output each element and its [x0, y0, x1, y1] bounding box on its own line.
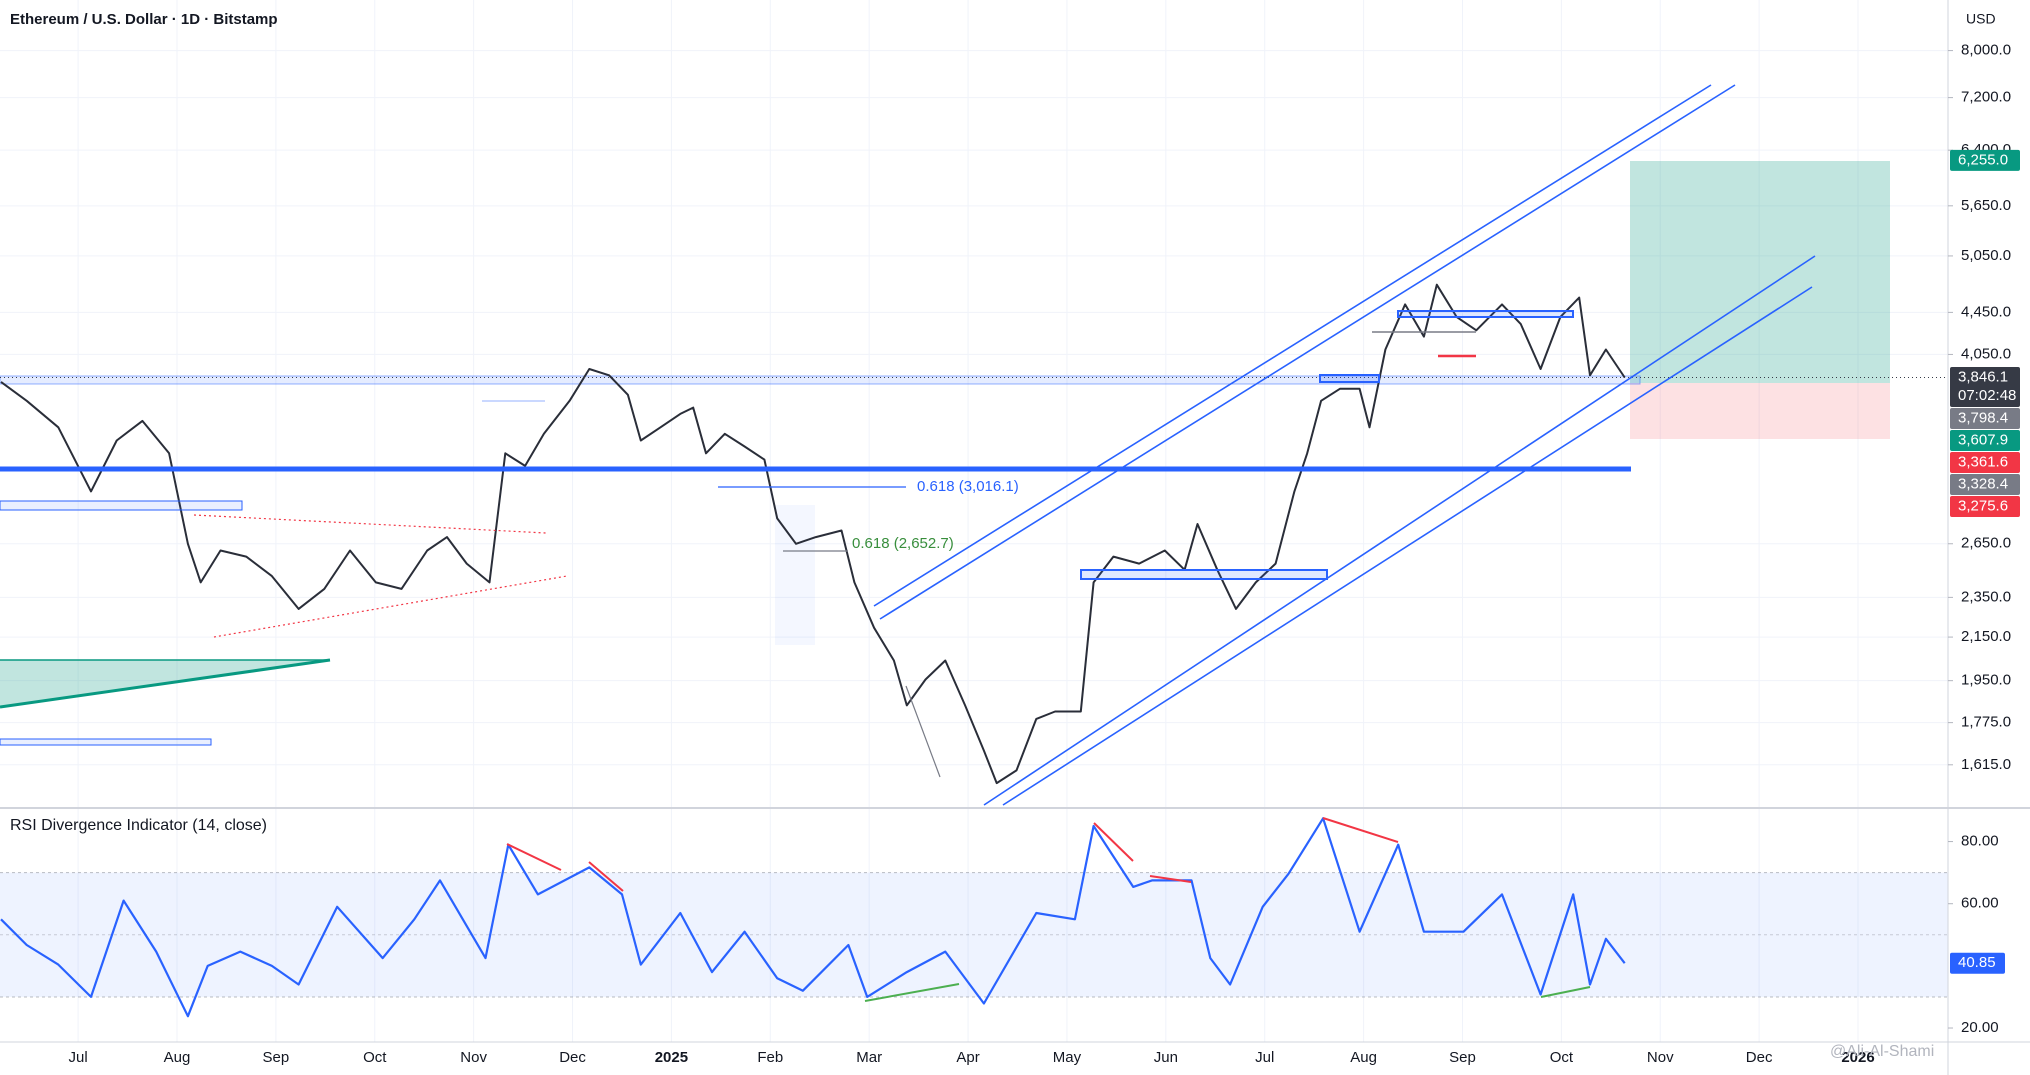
y-tick-label: 2,650.0 — [1961, 535, 2011, 552]
grid — [0, 0, 1948, 1042]
rsi-title: RSI Divergence Indicator (14, close) — [10, 817, 267, 834]
y-tick-label: 8,000.0 — [1961, 42, 2011, 59]
y-tick-label: 4,050.0 — [1961, 345, 2011, 362]
price-label: 3,607.9 — [1958, 431, 2008, 448]
price-label: 3,328.4 — [1958, 475, 2008, 492]
price-label-box — [1950, 451, 2020, 473]
x-tick-label: Sep — [263, 1049, 290, 1066]
x-tick-label: Aug — [1350, 1049, 1377, 1066]
y-tick-label: 7,200.0 — [1961, 89, 2011, 106]
resistance-zone — [0, 375, 1641, 385]
x-tick-label: Dec — [1746, 1049, 1773, 1066]
divergence-line — [1540, 986, 1591, 998]
y-tick-label: 2,150.0 — [1961, 628, 2011, 645]
y-tick-label: 4,450.0 — [1961, 303, 2011, 320]
divergence-line — [506, 843, 562, 871]
rsi-line — [0, 817, 1626, 1018]
target-zone — [1630, 161, 1890, 383]
rsi-value-label: 40.85 — [1958, 954, 1996, 971]
rsi-band-layer — [0, 872, 1948, 998]
x-tick-label: Sep — [1449, 1049, 1476, 1066]
channel-line — [879, 84, 1736, 620]
price-label-box — [1950, 407, 2020, 429]
x-tick-label: Aug — [164, 1049, 191, 1066]
channel-line — [1002, 286, 1813, 806]
y-tick-label: 20.00 — [1961, 1019, 1999, 1036]
y-tick-label: 1,615.0 — [1961, 756, 2011, 773]
x-tick-label: Mar — [856, 1049, 882, 1066]
price-line — [0, 283, 1626, 785]
divergence-line — [1322, 817, 1399, 843]
x-tick-label: 2026 — [1841, 1049, 1874, 1066]
zone-box — [1080, 569, 1328, 580]
watermark: @Ali-Al-Shami — [1830, 1043, 1934, 1060]
series-layer — [0, 283, 1948, 1018]
zone-box — [1319, 374, 1380, 383]
price-label: 6,255.0 — [1958, 151, 2008, 168]
x-tick-label: Nov — [460, 1049, 487, 1066]
fib-label: 0.618 (2,652.7) — [852, 535, 954, 552]
x-tick-label: Jun — [1154, 1049, 1178, 1066]
y-tick-label: 1,950.0 — [1961, 672, 2011, 689]
x-tick-label: Jul — [69, 1049, 88, 1066]
channel-line — [983, 255, 1816, 806]
x-tick-label: Dec — [559, 1049, 586, 1066]
rsi-band — [0, 872, 1948, 997]
price-label: 3,275.6 — [1958, 497, 2008, 514]
price-label-box — [1950, 429, 2020, 451]
divergence-line — [588, 861, 624, 892]
x-tick-label: Oct — [1550, 1049, 1574, 1066]
divergence-line — [864, 983, 960, 1002]
channel-line — [873, 84, 1712, 607]
fib-zone — [775, 505, 815, 645]
divergence-line — [1093, 822, 1134, 862]
zone-box — [0, 738, 212, 746]
y-tick-label: 1,775.0 — [1961, 714, 2011, 731]
x-tick-label: May — [1053, 1049, 1082, 1066]
x-tick-label: Apr — [956, 1049, 979, 1066]
y-tick-label: 2,350.0 — [1961, 588, 2011, 605]
y-tick-label: 80.00 — [1961, 833, 1999, 850]
rsi-value-box — [1950, 952, 2005, 974]
price-label-box — [1950, 149, 2020, 171]
price-label-box — [1950, 473, 2020, 495]
chart-title: Ethereum / U.S. Dollar · 1D · Bitstamp — [10, 11, 278, 28]
divergence-line — [1149, 875, 1192, 883]
triangle-line — [193, 514, 547, 534]
y-tick-label: 5,050.0 — [1961, 247, 2011, 264]
price-label: 3,361.6 — [1958, 453, 2008, 470]
price-label: 3,846.1 — [1958, 368, 2008, 385]
currency-label: USD — [1966, 11, 1996, 27]
zone-box — [0, 500, 243, 511]
x-tick-label: Nov — [1647, 1049, 1674, 1066]
x-tick-label: Oct — [363, 1049, 387, 1066]
y-tick-label: 5,650.0 — [1961, 197, 2011, 214]
stop-zone — [1630, 383, 1890, 439]
price-label-box — [1950, 366, 2020, 407]
fib-label: 0.618 (3,016.1) — [917, 478, 1019, 495]
zone-box — [1397, 310, 1574, 318]
price-label: 3,798.4 — [1958, 409, 2008, 426]
trend-line — [905, 685, 941, 778]
x-tick-label: Feb — [757, 1049, 783, 1066]
x-tick-label: 2025 — [655, 1049, 688, 1066]
axes: Jul Aug Sep Oct Nov Dec 2025 Feb Mar Apr May Jun Jul… — [69, 42, 2020, 1066]
countdown: 07:02:48 — [1958, 387, 2016, 404]
x-tick-label: Jul — [1255, 1049, 1274, 1066]
drawings: 0.618 (3,016.1) 0.618 (2,652.7) — [0, 84, 1816, 1002]
y-tick-label: 60.00 — [1961, 895, 1999, 912]
triangle-edge — [0, 658, 331, 709]
price-label-box — [1950, 495, 2020, 517]
